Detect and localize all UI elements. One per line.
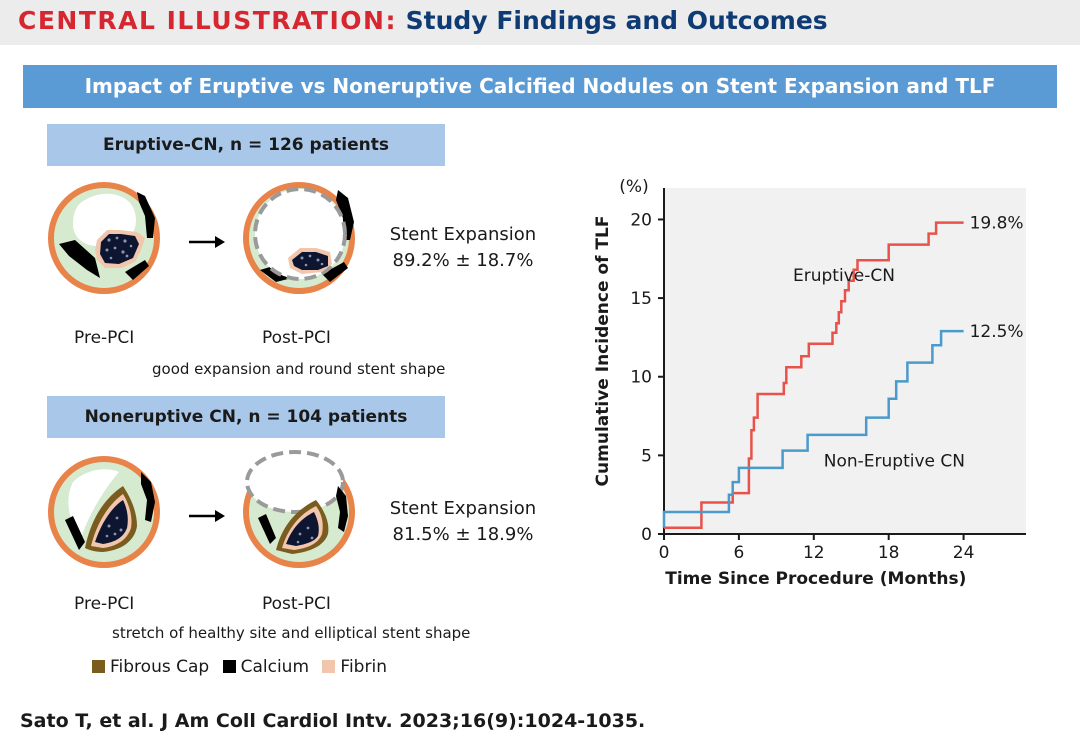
noneruptive-stat-value: 81.5% ± 18.9% — [392, 524, 534, 545]
noneruptive-title: Noneruptive CN, n = 104 patients — [47, 396, 445, 438]
legend: Fibrous Cap Calcium Fibrin — [92, 657, 395, 677]
fibrin-swatch — [322, 660, 336, 673]
tlf-chart: (%) Cumulative Incidence of TLF Time Sin… — [593, 177, 1026, 589]
eruptive-post-pci-illustration — [243, 182, 355, 294]
noneruptive-caption: stretch of healthy site and elliptical s… — [112, 624, 471, 642]
noneruptive-pre-pci-label: Pre-PCI — [74, 594, 135, 614]
header-bar — [0, 0, 1080, 45]
calcium-swatch — [222, 660, 236, 673]
noneruptive-stent-expansion: Stent Expansion 81.5% ± 18.9% — [388, 496, 538, 548]
x-tick-label: 18 — [878, 543, 900, 563]
legend-item-fibrous-cap: Fibrous Cap — [92, 657, 209, 677]
eruptive-stat-title: Stent Expansion — [389, 224, 537, 245]
y-tick-label: 0 — [641, 525, 652, 545]
fibrous-cap-swatch — [92, 660, 105, 673]
eruptive-caption: good expansion and round stent shape — [152, 360, 446, 378]
title-label: CENTRAL ILLUSTRATION: — [18, 6, 397, 35]
noneruptive-arrow-icon — [189, 510, 225, 522]
noneruptive-pre-pci-illustration — [48, 456, 160, 568]
y-tick-label: 20 — [630, 210, 652, 230]
eruptive-pre-pci-illustration — [48, 182, 160, 294]
noneruptive-stat-title: Stent Expansion — [389, 498, 537, 519]
series-line-eruptive — [664, 221, 964, 529]
y-axis-title: Cumulative Incidence of TLF — [593, 216, 613, 487]
legend-item-calcium: Calcium — [222, 657, 309, 677]
eruptive-stat-value: 89.2% ± 18.7% — [392, 250, 534, 271]
x-tick-label: 24 — [953, 543, 975, 563]
noneruptive-post-pci-illustration — [243, 450, 355, 568]
page-title: CENTRAL ILLUSTRATION: Study Findings and… — [18, 6, 828, 35]
series-label: Eruptive-CN — [793, 266, 895, 286]
x-axis-title: Time Since Procedure (Months) — [665, 569, 966, 589]
x-tick-label: 0 — [659, 543, 670, 563]
x-tick-label: 6 — [733, 543, 744, 563]
series-line-noneruptive — [662, 329, 964, 528]
noneruptive-post-pci-label: Post-PCI — [262, 594, 331, 614]
y-unit-label: (%) — [619, 177, 648, 197]
eruptive-arrow-icon — [189, 236, 225, 248]
title-text: Study Findings and Outcomes — [405, 6, 828, 35]
eruptive-pre-pci-label: Pre-PCI — [74, 328, 135, 348]
x-tick-label: 12 — [803, 543, 825, 563]
series-label: Non-Eruptive CN — [824, 451, 965, 471]
eruptive-stent-expansion: Stent Expansion 89.2% ± 18.7% — [388, 222, 538, 274]
legend-item-fibrin: Fibrin — [322, 657, 387, 677]
plot-area — [664, 188, 1026, 534]
y-tick-label: 15 — [630, 289, 652, 309]
eruptive-post-pci-label: Post-PCI — [262, 328, 331, 348]
end-value-label: 19.8% — [970, 214, 1024, 234]
eruptive-title: Eruptive-CN, n = 126 patients — [47, 124, 445, 166]
end-value-label: 12.5% — [970, 322, 1024, 342]
citation: Sato T, et al. J Am Coll Cardiol Intv. 2… — [20, 710, 646, 732]
y-tick-label: 5 — [641, 446, 652, 466]
panel-title: Impact of Eruptive vs Noneruptive Calcif… — [23, 65, 1057, 108]
y-tick-label: 10 — [630, 368, 652, 388]
